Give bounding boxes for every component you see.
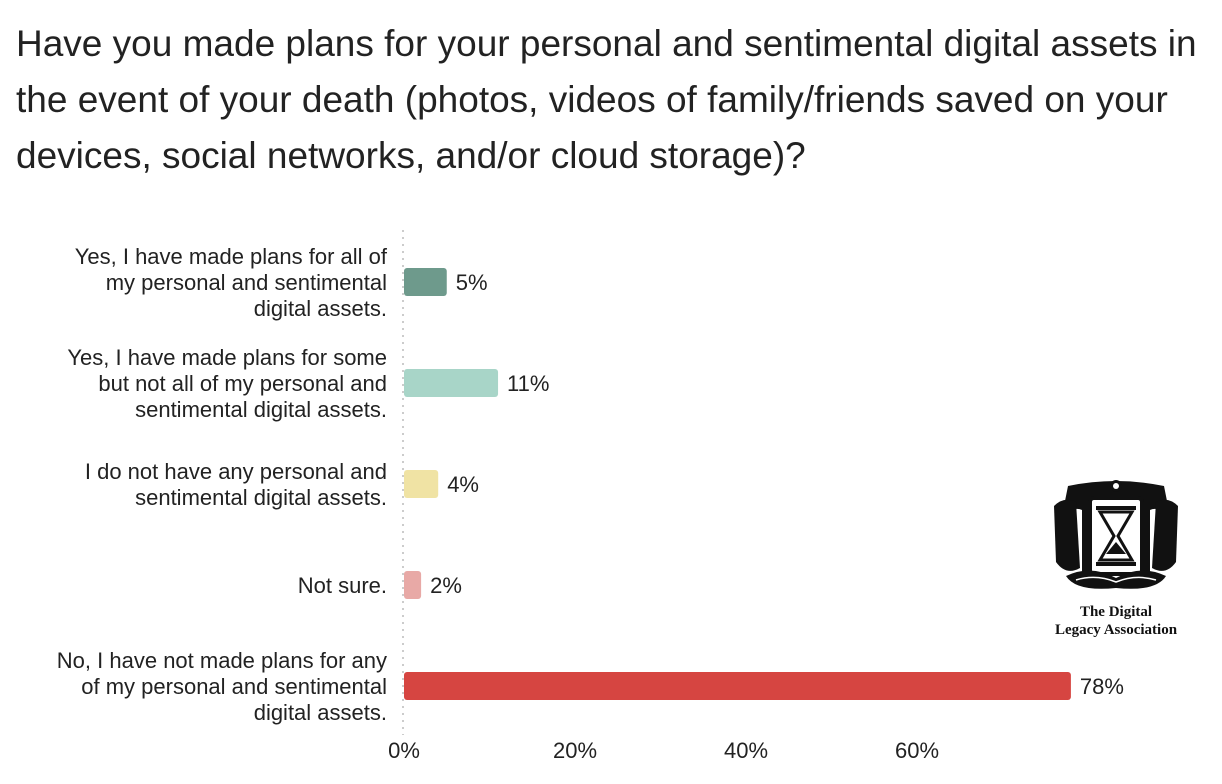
chart-title: Have you made plans for your personal an…: [16, 23, 1197, 176]
category-label: No, I have not made plans for any of my p…: [57, 648, 387, 725]
logo-text-line1: The Digital: [1079, 604, 1153, 620]
category-label: Yes, I have made plans for some but not a…: [67, 345, 387, 422]
category-label: Yes, I have made plans for all of my pers…: [75, 244, 388, 321]
value-label: 5%: [456, 270, 488, 295]
digital-legacy-association-logo: The Digital Legacy Association: [1040, 476, 1192, 639]
x-tick-label: 0%: [388, 738, 420, 763]
x-tick-label: 20%: [553, 738, 597, 763]
bar: [404, 672, 1071, 700]
category-label: Not sure.: [298, 573, 387, 598]
value-label: 2%: [430, 573, 462, 598]
bar: [404, 571, 422, 599]
category-label: I do not have any personal and sentimenta…: [85, 459, 387, 510]
x-axis-ticks: 0% 20% 40% 60%: [388, 738, 939, 763]
hourglass-crest-icon: [1054, 480, 1178, 589]
x-tick-label: 60%: [895, 738, 939, 763]
logo-text: The Digital Legacy Association: [1040, 603, 1192, 639]
value-label: 4%: [447, 472, 479, 497]
x-tick-label: 40%: [724, 738, 768, 763]
logo-text-line2: Legacy Association: [1054, 622, 1178, 638]
category-labels: Yes, I have made plans for all of my pers…: [57, 244, 388, 725]
value-labels: 5% 11% 4% 2% 78%: [430, 270, 1124, 699]
value-label: 11%: [507, 371, 549, 396]
bars: [404, 268, 1071, 700]
bar: [404, 369, 499, 397]
bar: [404, 268, 447, 296]
bar: [404, 470, 439, 498]
value-label: 78%: [1080, 674, 1124, 699]
